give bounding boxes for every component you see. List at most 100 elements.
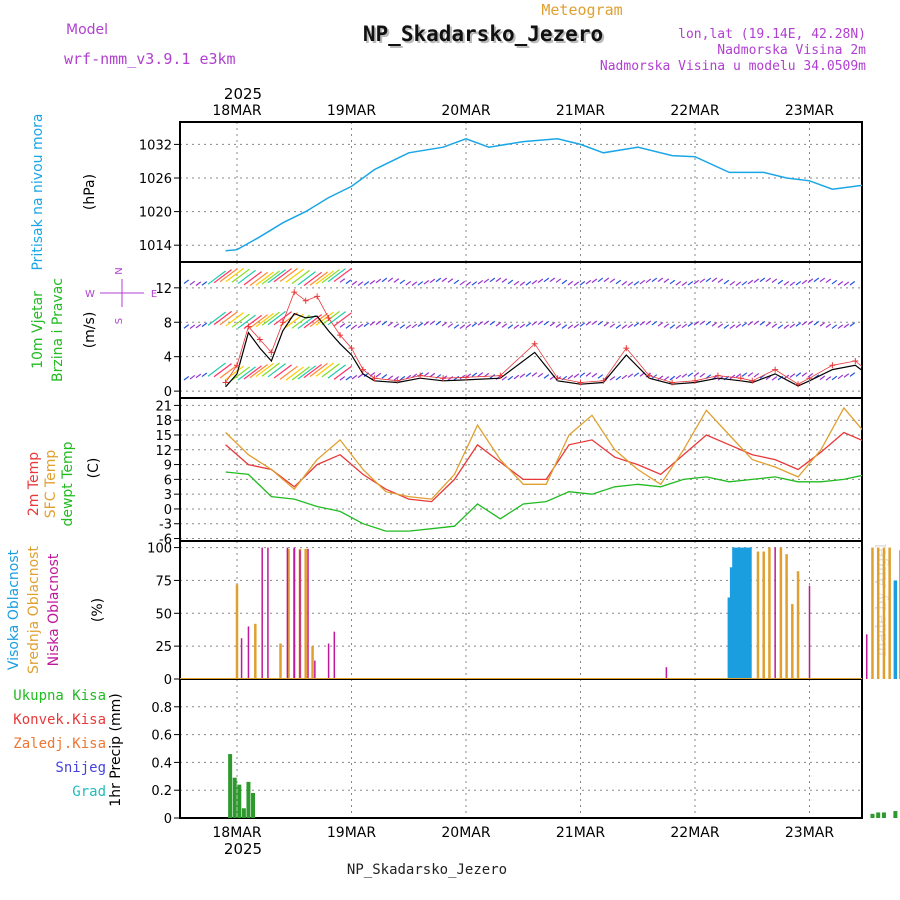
wind-arrow: [333, 365, 352, 380]
y-tick-label: 1020: [139, 206, 172, 221]
wind-arrow: [765, 277, 772, 283]
wind-arrow: [507, 375, 514, 381]
wind-arrow: [837, 324, 844, 329]
wind-arrow: [585, 321, 592, 326]
wind-arrow: [369, 321, 376, 326]
wind-arrow: [585, 372, 592, 377]
wind-arrow: [231, 366, 250, 381]
wind-arrow: [249, 271, 268, 286]
wind-arrow: [249, 363, 268, 379]
wind-arrow: [549, 321, 556, 327]
wind-arrow: [789, 323, 796, 329]
wind-arrow: [741, 322, 748, 327]
wind-arrow: [477, 321, 484, 326]
gust-marker: [314, 293, 321, 300]
wind-arrow: [309, 362, 328, 378]
gust-marker: [279, 319, 286, 326]
wind-arrow: [489, 277, 496, 283]
wind-arrow: [387, 321, 394, 327]
wind-arrow: [447, 376, 454, 381]
x-tick-label-bottom: 21MAR: [556, 825, 605, 841]
cloud-bar: [741, 547, 745, 679]
wind-arrow: [351, 374, 358, 380]
y-tick-label: 1014: [139, 239, 172, 254]
wind-arrow: [759, 277, 766, 283]
wind-arrow: [561, 324, 568, 329]
y-tick-label: 3: [164, 488, 172, 503]
y-tick-label: 18: [155, 414, 172, 429]
wind-arrow: [579, 372, 586, 377]
wind-arrow: [297, 271, 316, 286]
temp-label-1: SFC Temp: [43, 450, 59, 519]
gust-marker: [325, 314, 332, 321]
wind-arrow: [513, 324, 520, 329]
wind-arrow: [615, 279, 622, 285]
year-bottom: 2025: [224, 840, 262, 858]
wind-arrow: [819, 375, 826, 381]
wind-arrow: [717, 278, 724, 283]
cloud-bar: [876, 547, 880, 679]
wind-arrow: [213, 269, 232, 284]
wind-arrow: [807, 278, 814, 283]
wind-arrow: [237, 366, 256, 381]
gust-marker: [531, 340, 538, 347]
gust-marker: [554, 375, 561, 382]
model-name: wrf-nmm_v3.9.1 e3km: [64, 50, 236, 68]
wind-arrow: [531, 279, 538, 285]
precip-legend-2: Zaledj.Kisa: [13, 736, 106, 752]
wind-arrow: [819, 322, 826, 327]
wind-arrow: [573, 373, 580, 378]
compass-e: E: [151, 289, 157, 300]
cloud-bar: [785, 554, 788, 679]
wind-arrow: [387, 277, 394, 283]
wind-arrow: [747, 372, 754, 377]
wind-arrow: [585, 279, 592, 285]
wind-arrow: [531, 372, 538, 377]
title: NP_Skadarsko_Jezero: [363, 22, 603, 46]
wind-arrow: [663, 376, 670, 381]
wind-arrow: [525, 281, 532, 286]
temp-label-0: 2m Temp: [26, 452, 42, 516]
temp-line-1: [225, 406, 862, 500]
pressure-unit: (hPa): [82, 174, 98, 210]
wind-arrow: [273, 311, 292, 326]
wind-arrow: [333, 312, 352, 327]
y-tick-label: -3: [159, 518, 172, 533]
wind-arrow: [537, 278, 544, 284]
cloud-bar: [286, 547, 289, 679]
wind-arrow: [717, 323, 724, 328]
x-tick-label-bottom: 19MAR: [327, 825, 376, 841]
wind-arrow: [189, 324, 196, 330]
precip-legend-1: Konvek.Kisa: [13, 712, 106, 728]
wind-arrow: [273, 268, 292, 283]
wind-arrow: [771, 278, 778, 284]
y-tick-label: 21: [155, 399, 172, 414]
wind-arrow: [513, 374, 520, 380]
gust-marker: [772, 366, 779, 373]
wind-arrow: [411, 323, 418, 329]
wind-unit: (m/s): [82, 312, 98, 349]
subtitle: Meteogram: [541, 1, 622, 19]
wind-arrow: [489, 374, 496, 379]
temp-label-2: dewpt Temp: [60, 441, 76, 526]
y-tick-label: 0: [164, 812, 172, 827]
wind-arrow: [447, 323, 454, 328]
panel-frame: [179, 678, 863, 819]
wind-arrow: [303, 314, 322, 329]
gust-marker: [749, 377, 756, 384]
wind-arrow: [345, 279, 352, 285]
x-tick-label-bottom: 20MAR: [441, 825, 490, 841]
wind-arrow: [693, 279, 700, 285]
gust-marker: [371, 375, 378, 382]
x-tick-label-bottom: 18MAR: [212, 825, 261, 841]
wind-arrow: [651, 374, 658, 379]
compass-w: W: [85, 289, 95, 300]
x-tick-label-top: 22MAR: [670, 103, 719, 119]
wind-arrow: [405, 324, 412, 329]
wind-arrow: [243, 271, 262, 286]
wind-arrow: [615, 324, 622, 329]
wind-arrow: [735, 281, 742, 286]
gust-marker: [268, 349, 275, 356]
cloud-label-1: Srednja Oblacnost: [26, 546, 42, 674]
wind-arrow: [765, 375, 772, 381]
